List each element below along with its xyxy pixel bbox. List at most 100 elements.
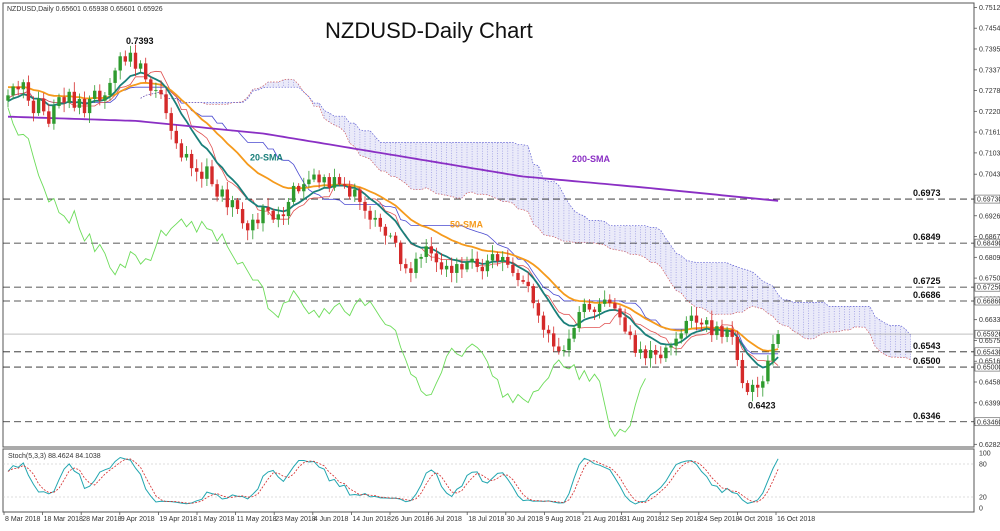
date-axis: 8 Mar 2018 18 Mar 2018 28 Mar 2018 9 Apr 20… xyxy=(3,512,815,523)
candle-body xyxy=(383,226,388,236)
candle-body xyxy=(633,335,637,353)
candle-body xyxy=(587,303,592,310)
price-tag-box xyxy=(974,347,1000,357)
x-tick-label: 30 Jul 2018 xyxy=(507,516,543,523)
candle-body xyxy=(378,217,382,227)
price-tag-box xyxy=(974,296,1000,306)
stochastic-panel-frame xyxy=(2,448,975,513)
candle-body xyxy=(327,177,331,188)
candle-body xyxy=(189,153,194,169)
candle-body xyxy=(21,82,25,90)
candle-body xyxy=(541,315,546,330)
swing-low-label: 0.6423 xyxy=(748,400,776,410)
candle-body xyxy=(623,317,627,332)
candle-body xyxy=(470,258,474,263)
price-tag-label: 0.68490 xyxy=(977,241,1000,248)
chikou-span xyxy=(7,107,646,438)
candle-body xyxy=(536,303,541,316)
indicator-lines xyxy=(7,70,779,369)
x-tick-label: 31 Aug 2018 xyxy=(623,516,662,523)
candle-body xyxy=(745,383,750,392)
candle-body xyxy=(455,264,459,273)
candle-body xyxy=(613,303,617,309)
candle-body xyxy=(439,262,444,270)
y-tick-label: 0.75125 xyxy=(979,5,1000,12)
kijun-sen-line xyxy=(7,86,779,355)
candle-body xyxy=(526,281,530,287)
x-tick-label: 19 Apr 2018 xyxy=(159,516,197,523)
y-tick-label: 0.68675 xyxy=(979,234,1000,241)
x-tick-label: 21 Aug 2018 xyxy=(584,516,623,523)
x-tick-label: 8 Mar 2018 xyxy=(5,516,41,523)
candle-body xyxy=(664,347,668,359)
candle-body xyxy=(393,235,398,243)
candle-body xyxy=(6,95,10,101)
candle-body xyxy=(689,315,694,321)
candle-body xyxy=(215,184,219,197)
candle-body xyxy=(251,219,255,231)
x-tick-label: 11 May 2018 xyxy=(237,516,277,523)
y-tick-label: 0.71615 xyxy=(979,130,1000,137)
candle-body xyxy=(399,242,403,265)
price-tag-label: 0.66860 xyxy=(977,299,1000,306)
candle-body xyxy=(618,308,622,318)
candle-body xyxy=(409,268,413,273)
y-tick-label: 0.65165 xyxy=(979,359,1000,366)
candle-body xyxy=(725,329,729,337)
candle-body xyxy=(546,329,551,334)
candle-body xyxy=(740,359,745,384)
candle-body xyxy=(388,235,393,237)
candle-body xyxy=(424,246,428,257)
y-tick-label: 0.66335 xyxy=(979,317,1000,324)
candle-body xyxy=(348,185,352,197)
chikou-line xyxy=(7,107,646,438)
x-tick-label: 14 Jun 2018 xyxy=(352,516,391,523)
price-tag-box xyxy=(974,194,1000,204)
candle-body xyxy=(434,253,439,263)
candle-body xyxy=(460,264,464,270)
ichimoku-cloud xyxy=(140,78,912,361)
stoch-tick-label: 20 xyxy=(979,495,987,502)
price-tag-label: 0.65430 xyxy=(977,349,1000,356)
y-tick-label: 0.72785 xyxy=(979,88,1000,95)
candle-body xyxy=(684,320,688,334)
price-tag-box xyxy=(974,417,1000,427)
candle-body xyxy=(286,201,291,217)
x-tick-label: 1 May 2018 xyxy=(198,516,235,523)
candle-body xyxy=(531,286,535,304)
level-label-2: 0.6725 xyxy=(913,276,941,286)
candle-body xyxy=(694,315,699,323)
stoch-d-line xyxy=(7,458,779,504)
candle-body xyxy=(572,328,576,339)
candle-body xyxy=(557,346,561,352)
candle-body xyxy=(353,189,357,197)
x-tick-label: 23 May 2018 xyxy=(275,516,316,523)
candle-body xyxy=(246,223,250,231)
candle-body xyxy=(332,177,337,188)
candle-body xyxy=(164,94,168,114)
candle-body xyxy=(368,210,372,220)
candle-body xyxy=(465,262,469,270)
price-candles xyxy=(6,44,780,402)
candle-body xyxy=(200,171,204,179)
candle-body xyxy=(450,265,454,273)
candle-body xyxy=(82,98,87,114)
level-label-4: 0.6543 xyxy=(913,341,941,351)
candle-body xyxy=(47,111,51,124)
candle-body xyxy=(495,254,500,262)
candle-body xyxy=(342,184,347,186)
candle-body xyxy=(373,217,377,220)
candle-body xyxy=(144,63,148,80)
candle-body xyxy=(490,254,495,261)
support-resistance-levels: 0.6973 0.6849 0.6725 0.6686 0.6543 0.6500 0.63… xyxy=(3,188,974,423)
stochastic-label: Stoch(5,3,3) 88.4624 84.1038 xyxy=(8,453,101,460)
price-tag-box xyxy=(974,329,1000,339)
candle-body xyxy=(179,143,184,158)
candle-body xyxy=(404,264,408,269)
candle-body xyxy=(506,256,510,265)
candle-body xyxy=(276,214,280,220)
sma-20-line xyxy=(7,71,779,369)
